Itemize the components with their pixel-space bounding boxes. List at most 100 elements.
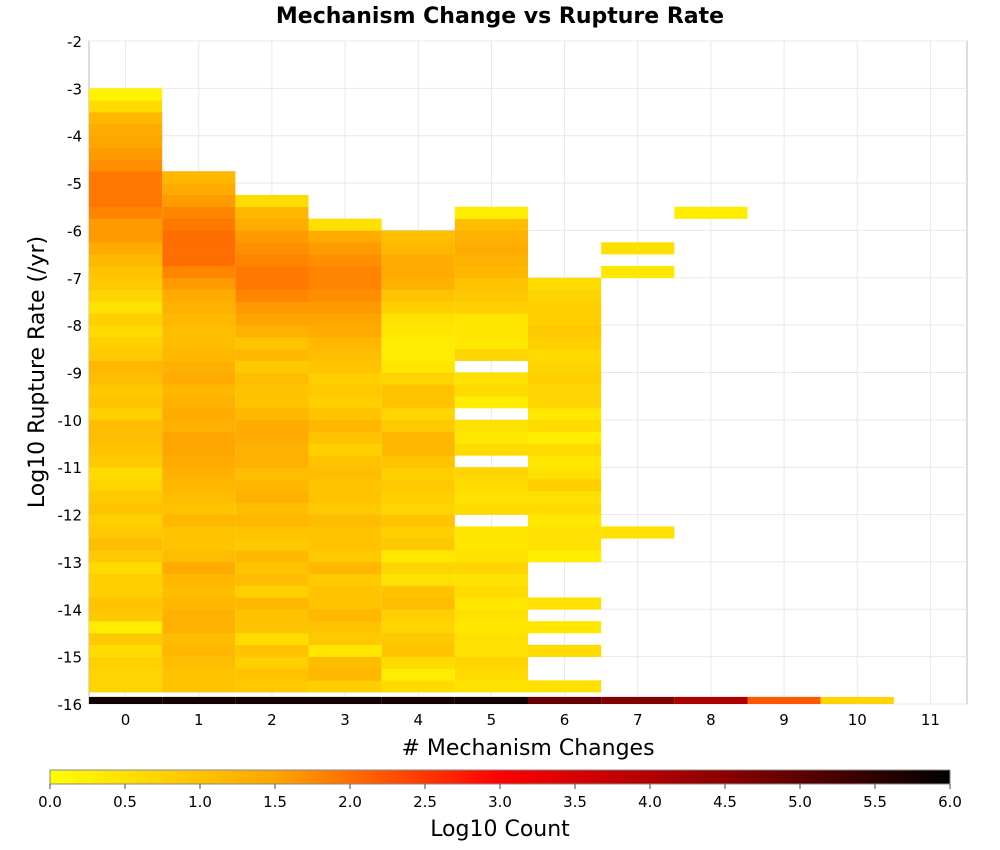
heatmap-cell [162, 573, 236, 586]
x-tick-label: 1 [194, 711, 204, 729]
heatmap-cell [308, 656, 382, 669]
heatmap-cell-bottom [747, 696, 821, 704]
heatmap-cell [454, 419, 528, 432]
heatmap-cell [89, 621, 163, 634]
heatmap-cell [162, 680, 236, 693]
colorbar-tick-label: 5.0 [788, 793, 812, 811]
colorbar-tick-label: 5.5 [863, 793, 887, 811]
x-tick-label: 8 [706, 711, 716, 729]
heatmap-cell [528, 550, 602, 563]
heatmap-cell [528, 443, 602, 456]
heatmap-cell [308, 585, 382, 598]
heatmap-cell [235, 419, 309, 432]
heatmap-cell [381, 242, 455, 255]
heatmap-cell [454, 254, 528, 267]
heatmap-cell [162, 609, 236, 622]
heatmap-cell [308, 490, 382, 504]
heatmap-cell [89, 443, 163, 456]
colorbar-tick-label: 0.5 [113, 793, 137, 811]
heatmap-cell [235, 289, 309, 302]
heatmap-cell [454, 538, 528, 551]
heatmap-cell [89, 431, 163, 444]
heatmap-cell [89, 561, 163, 575]
heatmap-cell [454, 550, 528, 563]
heatmap-cell [235, 467, 309, 480]
heatmap-cell [454, 218, 528, 231]
heatmap-cell [308, 443, 382, 456]
heatmap-cell [308, 632, 382, 646]
heatmap-cell [235, 194, 309, 208]
heatmap-cell [162, 408, 236, 421]
heatmap-cell [308, 514, 382, 527]
colorbar-tick-labels: 0.0 0.5 1.0 1.5 2.0 2.5 3.0 3.5 4.0 4.5 5.0 5.5 6.0 [38, 784, 962, 811]
heatmap-cell [308, 419, 382, 432]
heatmap-cell [89, 289, 163, 302]
heatmap-cell [89, 538, 163, 551]
heatmap-cell [528, 479, 602, 492]
heatmap-cell [89, 396, 163, 409]
heatmap-cell [235, 230, 309, 243]
heatmap-cell [308, 621, 382, 634]
heatmap-cell [235, 218, 309, 231]
heatmap-cell [235, 265, 309, 279]
heatmap-cell [235, 479, 309, 492]
heatmap-cell [235, 621, 309, 634]
heatmap-cell [235, 372, 309, 385]
heatmap-cell [89, 301, 163, 314]
x-tick-label: 3 [340, 711, 350, 729]
heatmap-cell [308, 301, 382, 314]
heatmap-cell [381, 265, 455, 279]
heatmap-cell [235, 455, 309, 468]
heatmap-cell [89, 502, 163, 515]
heatmap-cell [235, 490, 309, 504]
heatmap-cell [528, 277, 602, 290]
heatmap-cell [381, 680, 455, 693]
heatmap-cell [381, 455, 455, 468]
heatmap-cell [235, 301, 309, 314]
x-tick-label: 4 [413, 711, 423, 729]
heatmap-cell [454, 348, 528, 361]
colorbar-tick-label: 1.0 [188, 793, 212, 811]
heatmap-cell [454, 644, 528, 657]
heatmap-cell [162, 561, 236, 575]
heatmap-cell [528, 538, 602, 551]
heatmap-cell [308, 408, 382, 421]
heatmap-cell-bottom [235, 696, 309, 704]
heatmap-cell [308, 455, 382, 468]
heatmap-cell [308, 230, 382, 243]
heatmap-cell [89, 372, 163, 385]
heatmap-cell [89, 100, 163, 113]
heatmap-cell [528, 490, 602, 504]
heatmap-cell [89, 218, 163, 231]
heatmap-cell [235, 668, 309, 681]
heatmap-cell [235, 408, 309, 421]
heatmap-cell [308, 265, 382, 279]
heatmap-cell [162, 372, 236, 385]
heatmap-cell [381, 656, 455, 669]
heatmap-cell [308, 360, 382, 373]
colorbar-tick-label: 6.0 [938, 793, 962, 811]
heatmap-cell [381, 277, 455, 290]
colorbar-tick-label: 2.0 [338, 793, 362, 811]
heatmap-cell [235, 550, 309, 563]
heatmap-cell [235, 656, 309, 669]
heatmap-cell [89, 514, 163, 527]
heatmap-cell [235, 336, 309, 350]
heatmap-cell [89, 242, 163, 255]
heatmap-cells [89, 88, 894, 704]
heatmap-cell [308, 502, 382, 515]
heatmap-cell [381, 609, 455, 622]
y-tick-label: -9 [67, 365, 82, 383]
heatmap-cell [89, 123, 163, 137]
heatmap-cell [308, 348, 382, 361]
heatmap-cell [162, 254, 236, 267]
y-tick-label: -8 [67, 317, 82, 335]
heatmap-cell [601, 265, 675, 279]
heatmap-cell [381, 467, 455, 480]
heatmap-cell [381, 490, 455, 504]
heatmap-cell [308, 680, 382, 693]
heatmap-cell [454, 325, 528, 338]
heatmap-cell [528, 644, 602, 657]
heatmap-cell [381, 561, 455, 575]
